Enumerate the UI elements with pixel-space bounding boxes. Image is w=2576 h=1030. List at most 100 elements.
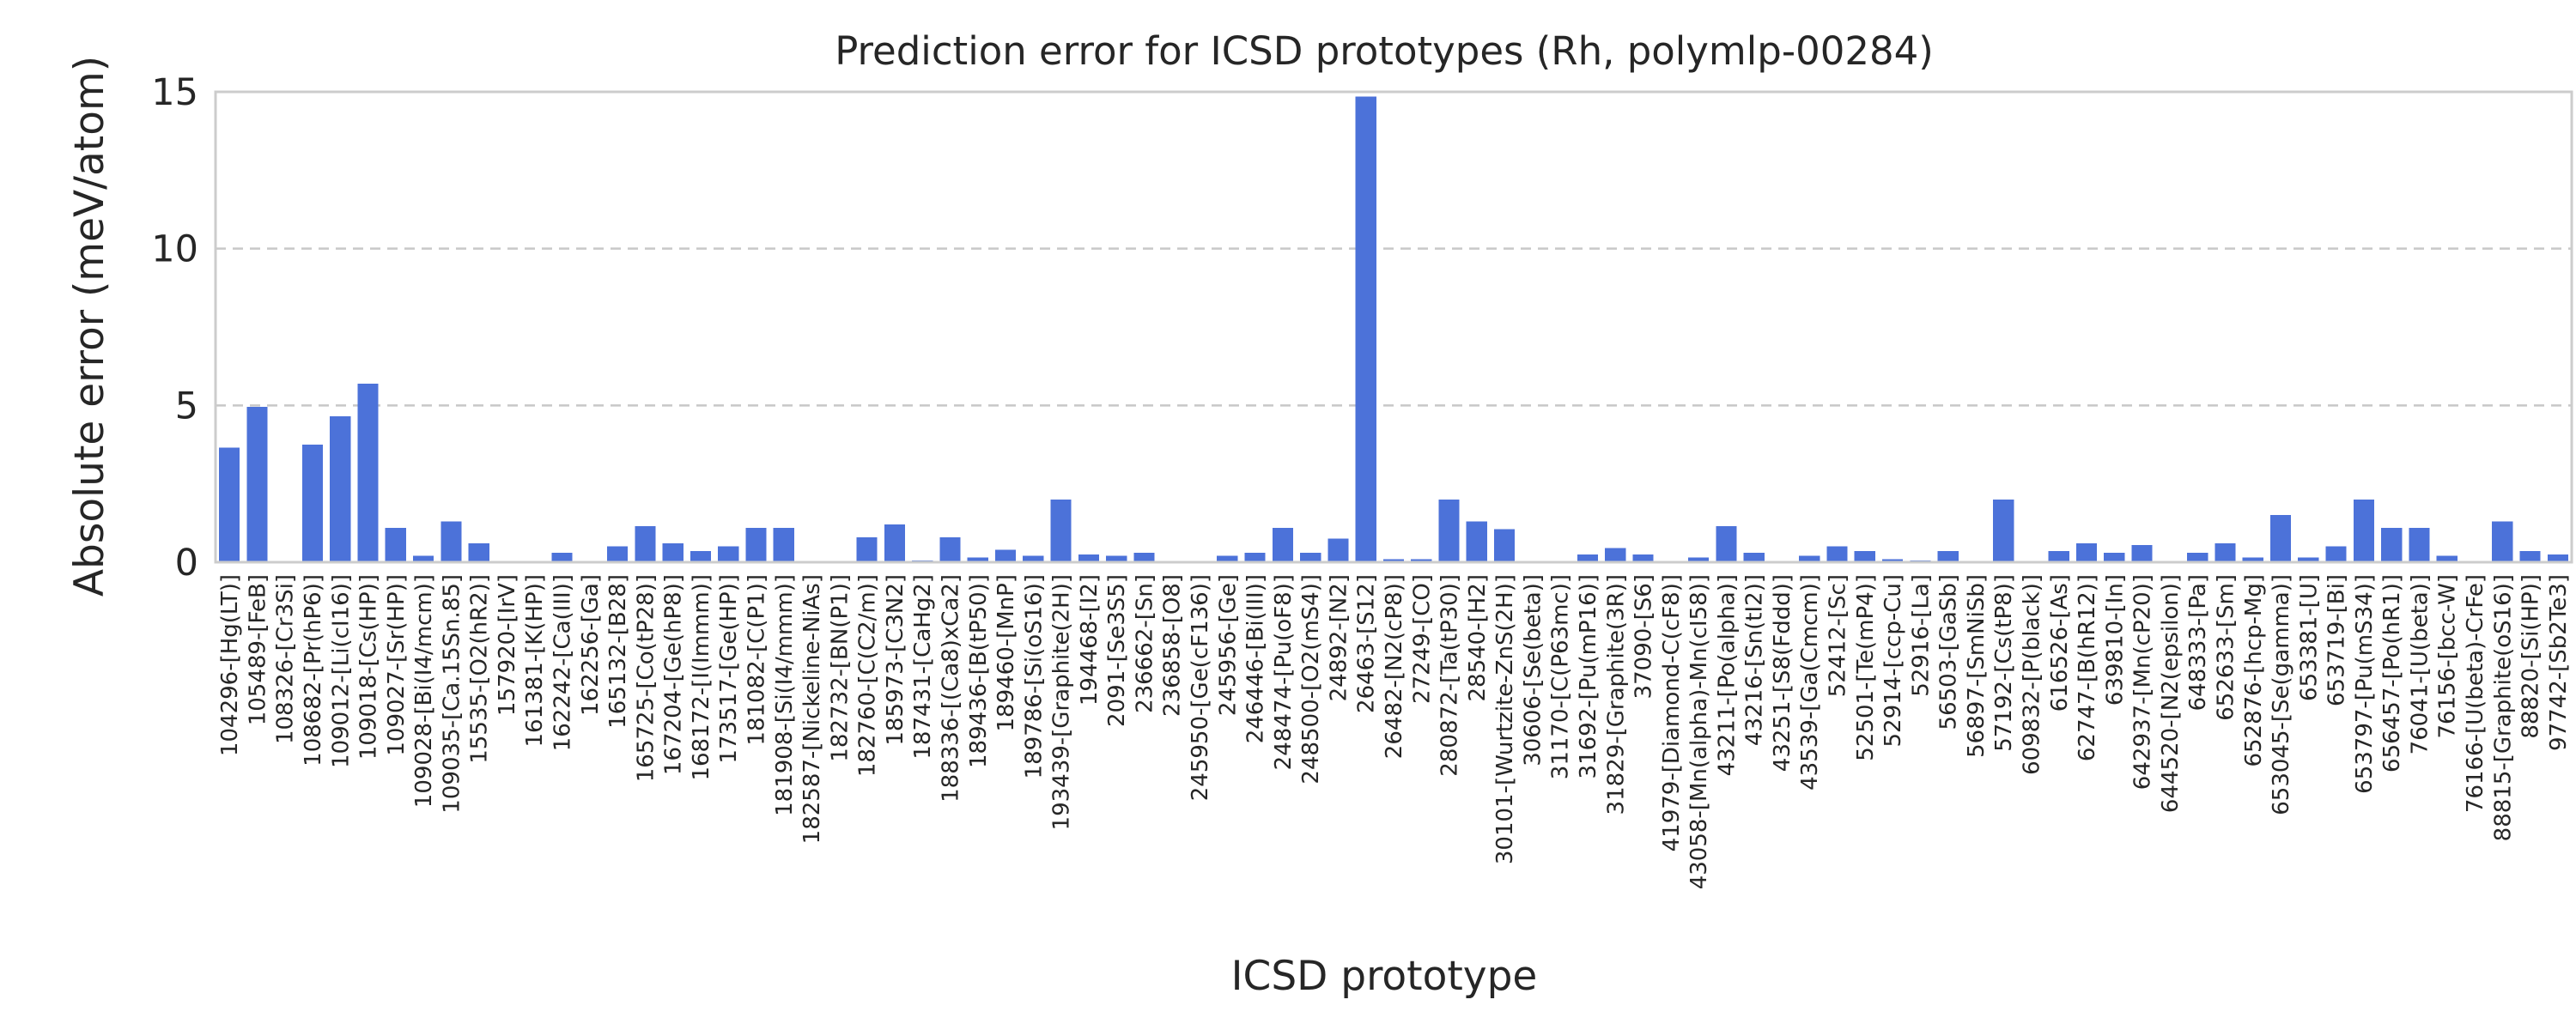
bar xyxy=(1438,499,1460,562)
chart-title: Prediction error for ICSD prototypes (Rh… xyxy=(835,28,1934,74)
x-tick-label: 173517-[Ge(HP)] xyxy=(716,574,742,764)
bar xyxy=(1937,551,1959,562)
x-tick-label: 105489-[FeB] xyxy=(245,574,270,725)
x-tick-label: 76041-[U(beta)] xyxy=(2407,574,2433,754)
x-tick-label: 165725-[Co(tP28)] xyxy=(633,574,659,782)
x-tick-label: 187431-[CaHg2] xyxy=(910,574,936,760)
bar xyxy=(662,543,683,562)
bar xyxy=(1411,559,1432,562)
x-tick-label: 109035-[Ca.15Sn.85] xyxy=(439,574,465,814)
x-tick-label: 26463-[S12] xyxy=(1354,574,1380,713)
x-tick-label: 30101-[Wurtzite-ZnS(2H)] xyxy=(1492,574,1518,864)
x-tick-label: 62747-[B(hR12)] xyxy=(2075,574,2100,761)
bar xyxy=(2104,553,2125,562)
x-tick-label: 653381-[U] xyxy=(2296,574,2322,701)
x-tick-label: 188336-[(Ca8)xCa2] xyxy=(938,574,963,803)
bar xyxy=(357,383,379,562)
bar xyxy=(606,546,629,562)
x-tick-label: 109018-[Cs(HP)] xyxy=(356,574,382,760)
x-tick-label: 56503-[GaSb] xyxy=(1936,574,1962,730)
bar xyxy=(1466,521,1487,562)
x-axis-label: ICSD prototype xyxy=(1231,953,1538,1000)
x-tick-label: 236662-[Sn] xyxy=(1132,574,1157,713)
bar xyxy=(2519,551,2541,562)
x-tick-label: 653045-[Se(gamma)] xyxy=(2269,574,2294,815)
x-tick-label: 27249-[CO] xyxy=(1409,574,1435,704)
x-tick-label: 52916-[La] xyxy=(1908,574,1934,697)
bar xyxy=(884,524,906,562)
x-tick-label: 52501-[Te(mP4)] xyxy=(1853,574,1879,761)
bar xyxy=(1854,551,1875,562)
x-tick-label: 43058-[Mn(alpha)-Mn(cI58)] xyxy=(1686,574,1712,889)
x-tick-label: 189436-[B(tP50)] xyxy=(966,574,992,768)
x-tick-label: 644520-[N2(epsilon)] xyxy=(2158,574,2184,813)
x-tick-label: 108682-[Pr(hP6)] xyxy=(301,574,326,766)
x-axis-ticks: 104296-[Hg(LT)] 105489-[FeB] 108326-[Cr3Si… xyxy=(217,574,2572,889)
bar xyxy=(1106,555,1127,562)
bar xyxy=(1217,555,1238,562)
x-tick-label: 642937-[Mn(cP20)] xyxy=(2130,574,2156,790)
y-axis-ticks: 0 5 10 15 xyxy=(151,71,198,585)
bar xyxy=(1244,553,1266,562)
bar xyxy=(1494,529,1516,562)
bar xyxy=(301,445,324,562)
bar xyxy=(1605,548,1626,562)
bar xyxy=(2242,557,2263,562)
bar xyxy=(2492,521,2513,562)
bar xyxy=(246,407,268,562)
x-tick-label: 109028-[Bi(I4/mcm)] xyxy=(411,574,437,808)
x-tick-label: 182732-[BN(P1)] xyxy=(827,574,853,762)
x-tick-label: 28540-[H2] xyxy=(1465,574,1491,701)
bar xyxy=(2409,527,2430,562)
bar xyxy=(1078,554,1099,562)
x-tick-label: 30606-[Se(beta)] xyxy=(1520,574,1546,766)
bar xyxy=(967,557,988,562)
x-tick-label: 280872-[Ta(tP30)] xyxy=(1437,574,1463,777)
x-tick-label: 56897-[SmNiSb] xyxy=(1964,574,1990,758)
x-tick-label: 162242-[Ca(III)] xyxy=(550,574,576,751)
bar xyxy=(2048,551,2069,562)
bar xyxy=(551,553,573,562)
bar xyxy=(1881,559,1904,562)
x-tick-label: 57192-[Cs(tP8)] xyxy=(1991,574,2017,752)
plot-frame xyxy=(214,90,2573,564)
bar xyxy=(1632,554,1654,562)
bar xyxy=(2075,543,2098,562)
bar xyxy=(2436,555,2458,562)
x-tick-label: 189786-[Si(oS16)] xyxy=(1021,574,1047,779)
x-tick-label: 104296-[Hg(LT)] xyxy=(217,574,243,756)
x-tick-label: 639810-[In] xyxy=(2102,574,2128,706)
x-tick-label: 31170-[C(P63mc)] xyxy=(1548,574,1574,779)
bar xyxy=(1716,525,1737,562)
bar xyxy=(1133,553,1155,562)
x-tick-label: 653797-[Pu(mS34)] xyxy=(2352,574,2378,794)
x-tick-label: 24892-[N2] xyxy=(1326,574,1352,701)
bar xyxy=(385,527,406,562)
x-tick-label: 41979-[Diamond-C(cF8)] xyxy=(1659,574,1685,851)
y-tick-label: 0 xyxy=(175,542,198,585)
x-tick-label: 76166-[U(beta)-CrFe] xyxy=(2463,574,2488,813)
x-tick-label: 189460-[MnP] xyxy=(993,574,1019,732)
bar xyxy=(1799,555,1820,562)
x-tick-label: 31829-[Graphite(3R)] xyxy=(1603,574,1629,815)
bars-group xyxy=(219,96,2568,563)
x-tick-label: 248500-[O2(mS4)] xyxy=(1298,574,1324,785)
y-tick-label: 10 xyxy=(151,228,198,271)
x-tick-label: 652633-[Sm] xyxy=(2213,574,2239,721)
x-tick-label: 157920-[IrV] xyxy=(495,574,520,716)
bar xyxy=(1743,553,1765,562)
x-tick-label: 185973-[C3N2] xyxy=(883,574,908,746)
bar xyxy=(2131,544,2153,562)
y-tick-label: 5 xyxy=(175,385,198,427)
x-tick-label: 653719-[Bi] xyxy=(2324,574,2350,706)
bar xyxy=(1327,538,1349,562)
bar xyxy=(413,555,434,562)
x-tick-label: 167204-[Ge(hP8)] xyxy=(661,574,687,775)
x-tick-label: 43216-[Sn(tI2)] xyxy=(1742,574,1768,746)
x-tick-label: 248474-[Pu(oF8)] xyxy=(1271,574,1297,770)
x-tick-label: 109012-[Li(cI16)] xyxy=(328,574,354,768)
x-tick-label: 43211-[Po(alpha)] xyxy=(1714,574,1740,776)
x-tick-label: 616526-[As] xyxy=(2047,574,2073,712)
bar xyxy=(745,527,767,562)
